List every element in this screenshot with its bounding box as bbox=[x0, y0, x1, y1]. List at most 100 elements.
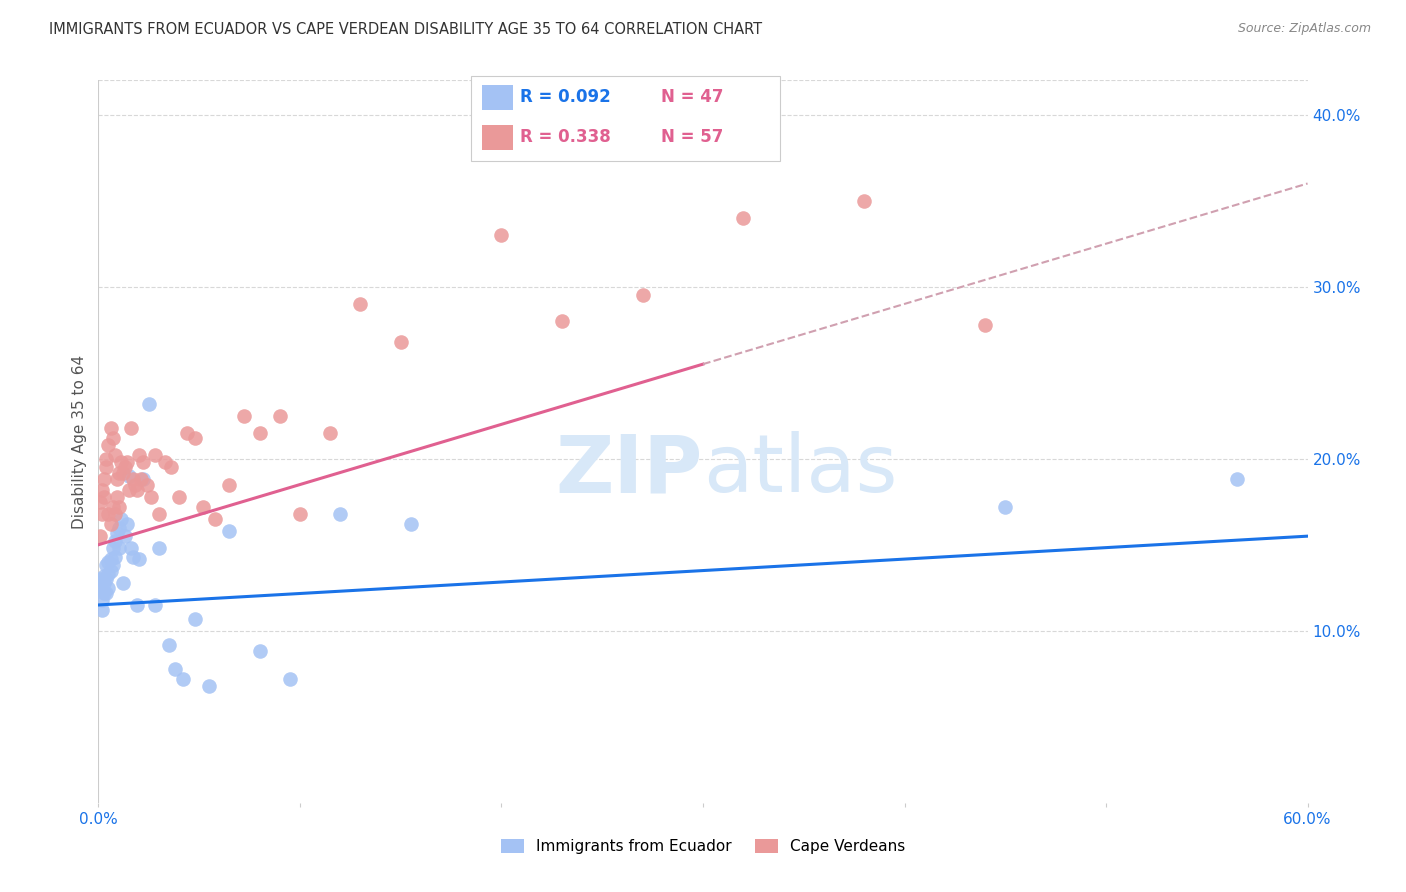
Point bbox=[110, 455, 132, 469]
Point bbox=[89, 581, 111, 595]
Point bbox=[853, 194, 876, 208]
Point bbox=[96, 451, 118, 466]
Point bbox=[128, 448, 150, 462]
Point bbox=[93, 586, 115, 600]
Point bbox=[232, 409, 254, 423]
Point bbox=[148, 541, 170, 556]
Point bbox=[107, 541, 129, 556]
Point bbox=[143, 448, 166, 462]
Text: ZIP: ZIP bbox=[555, 432, 703, 509]
Point bbox=[184, 431, 207, 445]
Point bbox=[93, 568, 115, 582]
Point bbox=[733, 211, 755, 225]
Text: IMMIGRANTS FROM ECUADOR VS CAPE VERDEAN DISABILITY AGE 35 TO 64 CORRELATION CHAR: IMMIGRANTS FROM ECUADOR VS CAPE VERDEAN … bbox=[49, 22, 762, 37]
Point bbox=[91, 592, 114, 607]
Point bbox=[111, 575, 134, 590]
Point bbox=[93, 490, 115, 504]
Point bbox=[100, 517, 122, 532]
Point bbox=[994, 500, 1017, 514]
Point bbox=[93, 472, 115, 486]
Point bbox=[551, 314, 574, 328]
Point bbox=[96, 586, 118, 600]
Point bbox=[129, 472, 152, 486]
Point bbox=[218, 524, 240, 538]
Point bbox=[101, 500, 124, 514]
Point bbox=[118, 469, 141, 483]
Point bbox=[97, 581, 120, 595]
Point bbox=[288, 507, 311, 521]
Point bbox=[111, 466, 134, 480]
Point bbox=[118, 483, 141, 497]
Point bbox=[100, 551, 122, 566]
Text: R = 0.338: R = 0.338 bbox=[520, 128, 612, 146]
Point bbox=[143, 598, 166, 612]
Point bbox=[135, 477, 157, 491]
Point bbox=[93, 575, 115, 590]
Text: N = 57: N = 57 bbox=[661, 128, 723, 146]
Point bbox=[138, 397, 160, 411]
Point bbox=[96, 558, 118, 573]
Point bbox=[97, 507, 120, 521]
Point bbox=[399, 517, 422, 532]
Point bbox=[107, 466, 129, 480]
Point bbox=[125, 598, 148, 612]
Point bbox=[121, 549, 143, 564]
Point bbox=[103, 507, 125, 521]
Point bbox=[1226, 472, 1249, 486]
Point bbox=[96, 460, 118, 475]
Point bbox=[124, 477, 146, 491]
Point bbox=[105, 525, 128, 540]
Point bbox=[163, 662, 186, 676]
Point bbox=[114, 460, 136, 475]
Point bbox=[132, 472, 155, 486]
Point bbox=[105, 490, 128, 504]
Point bbox=[329, 507, 352, 521]
Point bbox=[269, 409, 291, 423]
Point bbox=[128, 551, 150, 566]
Point bbox=[491, 228, 513, 243]
Point bbox=[139, 490, 162, 504]
Point bbox=[89, 494, 111, 508]
Point bbox=[132, 455, 155, 469]
Point bbox=[249, 425, 271, 440]
Point bbox=[89, 572, 111, 586]
Point bbox=[319, 425, 342, 440]
Point bbox=[91, 483, 114, 497]
Point bbox=[249, 644, 271, 658]
Point bbox=[176, 425, 198, 440]
Point bbox=[115, 455, 138, 469]
Point bbox=[389, 334, 412, 349]
Point bbox=[100, 421, 122, 435]
Point bbox=[105, 472, 128, 486]
Point bbox=[101, 431, 124, 445]
Point bbox=[167, 490, 190, 504]
Point bbox=[103, 549, 125, 564]
Point bbox=[97, 438, 120, 452]
Point bbox=[160, 460, 183, 475]
Point bbox=[120, 541, 142, 556]
Point bbox=[153, 455, 176, 469]
Point bbox=[184, 612, 207, 626]
Point bbox=[89, 529, 111, 543]
Point bbox=[114, 529, 136, 543]
Point bbox=[121, 472, 143, 486]
Point bbox=[198, 679, 221, 693]
Point bbox=[974, 318, 997, 332]
Point bbox=[107, 500, 129, 514]
Point bbox=[101, 541, 124, 556]
Point bbox=[193, 500, 215, 514]
Point bbox=[96, 572, 118, 586]
Text: atlas: atlas bbox=[703, 432, 897, 509]
Point bbox=[115, 517, 138, 532]
Point bbox=[172, 672, 194, 686]
Legend: Immigrants from Ecuador, Cape Verdeans: Immigrants from Ecuador, Cape Verdeans bbox=[495, 833, 911, 860]
Point bbox=[97, 567, 120, 582]
Text: Source: ZipAtlas.com: Source: ZipAtlas.com bbox=[1237, 22, 1371, 36]
Point bbox=[97, 555, 120, 569]
Point bbox=[157, 638, 180, 652]
Point bbox=[148, 507, 170, 521]
Point bbox=[218, 477, 240, 491]
Point bbox=[103, 448, 125, 462]
Point bbox=[278, 672, 301, 686]
Point bbox=[120, 421, 142, 435]
